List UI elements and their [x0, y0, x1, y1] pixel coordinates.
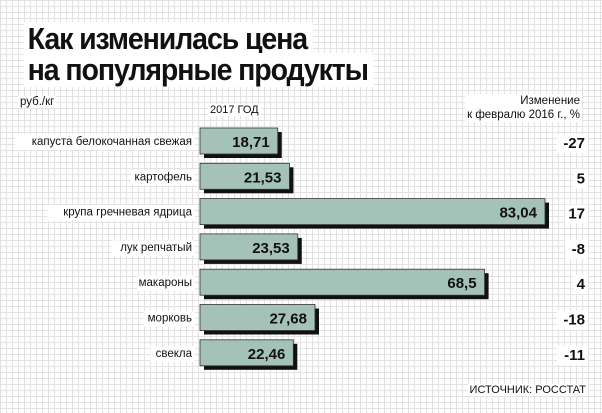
bar — [199, 127, 279, 155]
category-label: картофель — [134, 171, 192, 183]
bar-value-label: 83,04 — [499, 205, 537, 222]
change-value-label-bg — [556, 310, 588, 330]
change-value-label: -11 — [564, 347, 585, 364]
bar — [199, 339, 294, 367]
source-note: ИСТОЧНИК: РОССТАТ — [467, 384, 588, 396]
change-value-label: -18 — [563, 312, 585, 329]
change-value-label-bg — [556, 134, 588, 153]
bar — [199, 268, 485, 296]
bar-value-label: 23,53 — [252, 240, 290, 257]
change-value-label: -27 — [563, 135, 585, 152]
category-label-bg — [137, 275, 195, 292]
category-label: лук репчатый — [120, 242, 192, 254]
bar-value-label: 22,46 — [248, 346, 286, 363]
category-label-bg — [150, 346, 195, 362]
category-label-bg — [143, 311, 195, 327]
chart-title-line-1: Как изменилась цена — [24, 22, 313, 56]
change-value-label: 5 — [577, 170, 585, 187]
year-label: 2017 ГОД — [208, 104, 261, 116]
category-label-bg — [47, 205, 195, 221]
category-label: капуста белокочанная свежая — [32, 136, 192, 148]
change-value-label-bg — [573, 275, 588, 295]
change-header-line-1: Изменение — [520, 95, 580, 107]
bar-value-label: 18,71 — [232, 134, 270, 151]
category-label-bg — [111, 240, 195, 256]
change-value-label-bg — [573, 169, 588, 189]
unit-label: руб./кг — [18, 96, 57, 108]
category-label: макароны — [139, 277, 192, 289]
category-label: крупа гречневая ядрица — [63, 207, 192, 219]
change-value-label-bg — [565, 239, 588, 259]
change-value-label: 4 — [577, 276, 586, 293]
change-value-label: -8 — [572, 241, 585, 258]
change-value-label: 17 — [568, 206, 585, 223]
bar-value-label: 21,53 — [244, 169, 282, 186]
category-label-bg — [15, 134, 196, 150]
category-label: морковь — [148, 313, 192, 325]
bar-value-label: 27,68 — [269, 311, 307, 328]
bar — [199, 304, 316, 331]
change-header: Изменение к февралю 2016 г., % — [465, 94, 582, 122]
category-label: свекла — [156, 348, 193, 360]
change-header-line-2: к февралю 2016 г., % — [467, 109, 580, 121]
chart-title-line-2: на популярные продукты — [24, 53, 374, 87]
change-value-label-bg — [565, 204, 588, 224]
category-label-bg — [131, 169, 195, 186]
bar — [199, 233, 299, 261]
bar — [199, 198, 546, 226]
bar — [199, 162, 290, 190]
bar-value-label: 68,5 — [447, 275, 476, 292]
change-value-label-bg — [556, 345, 588, 365]
